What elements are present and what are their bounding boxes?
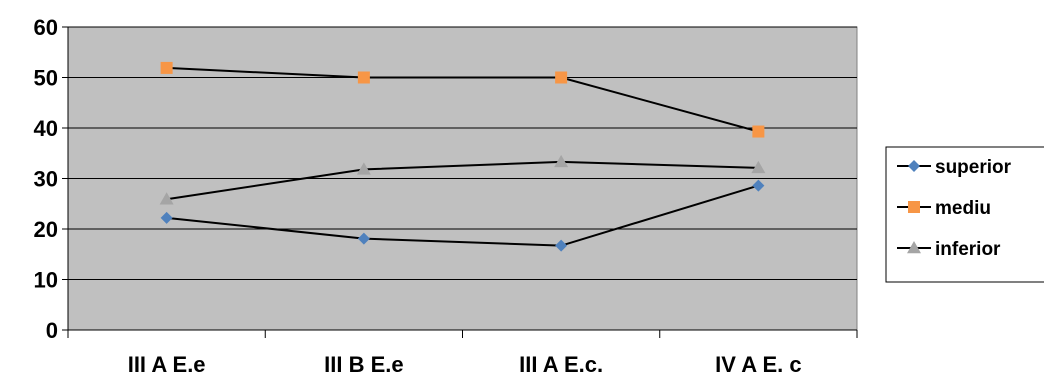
data-point-triangle	[356, 162, 371, 175]
legend-item: inferior	[897, 239, 1001, 260]
y-tick-label: 10	[34, 268, 58, 293]
x-tick-labels: III A E.e III B E.e III A E.c. IV A E. c	[128, 352, 802, 377]
series-superior	[160, 179, 765, 252]
legend-item: superior	[897, 157, 1012, 178]
legend-label: inferior	[935, 239, 1001, 260]
series-line	[166, 184, 759, 247]
series-line	[166, 66, 759, 133]
data-point-triangle	[159, 192, 174, 205]
legend-item: mediu	[897, 198, 991, 219]
data-point-diamond	[357, 232, 370, 245]
data-point-diamond	[752, 179, 765, 192]
legend-marker-diamond	[908, 160, 920, 172]
y-tick-label: 30	[34, 167, 58, 192]
series-mediu	[160, 61, 765, 138]
legend-marker-triangle	[907, 241, 921, 254]
data-point-triangle	[554, 154, 569, 168]
x-tick-label: III B E.e	[324, 352, 403, 377]
y-tick-label: 50	[34, 66, 58, 91]
y-tick-label: 20	[34, 217, 58, 242]
legend: superior mediu inferior	[885, 146, 1044, 283]
y-tick-labels: 0 10 20 30 40 50 60	[34, 15, 58, 343]
y-tick-label: 40	[34, 116, 58, 141]
series-layer	[159, 61, 766, 252]
legend-items: superior mediu inferior	[897, 157, 1012, 260]
data-point-square	[752, 125, 765, 138]
y-tick-label: 0	[46, 318, 58, 343]
data-point-square	[160, 61, 173, 74]
legend-marker-square	[908, 201, 920, 213]
x-tick-label: III A E.e	[128, 352, 206, 377]
legend-label: mediu	[935, 198, 991, 219]
series-inferior	[159, 154, 766, 205]
axes	[62, 26, 858, 338]
legend-label: superior	[935, 157, 1012, 178]
x-tick-label: IV A E. c	[715, 352, 801, 377]
series-line	[166, 160, 759, 201]
data-point-triangle	[751, 160, 766, 174]
x-tick-label: III A E.c.	[519, 352, 603, 377]
data-point-square	[357, 71, 370, 84]
data-point-diamond	[160, 211, 173, 224]
data-point-square	[555, 71, 568, 84]
y-tick-label: 60	[34, 15, 58, 40]
data-point-diamond	[555, 239, 568, 252]
